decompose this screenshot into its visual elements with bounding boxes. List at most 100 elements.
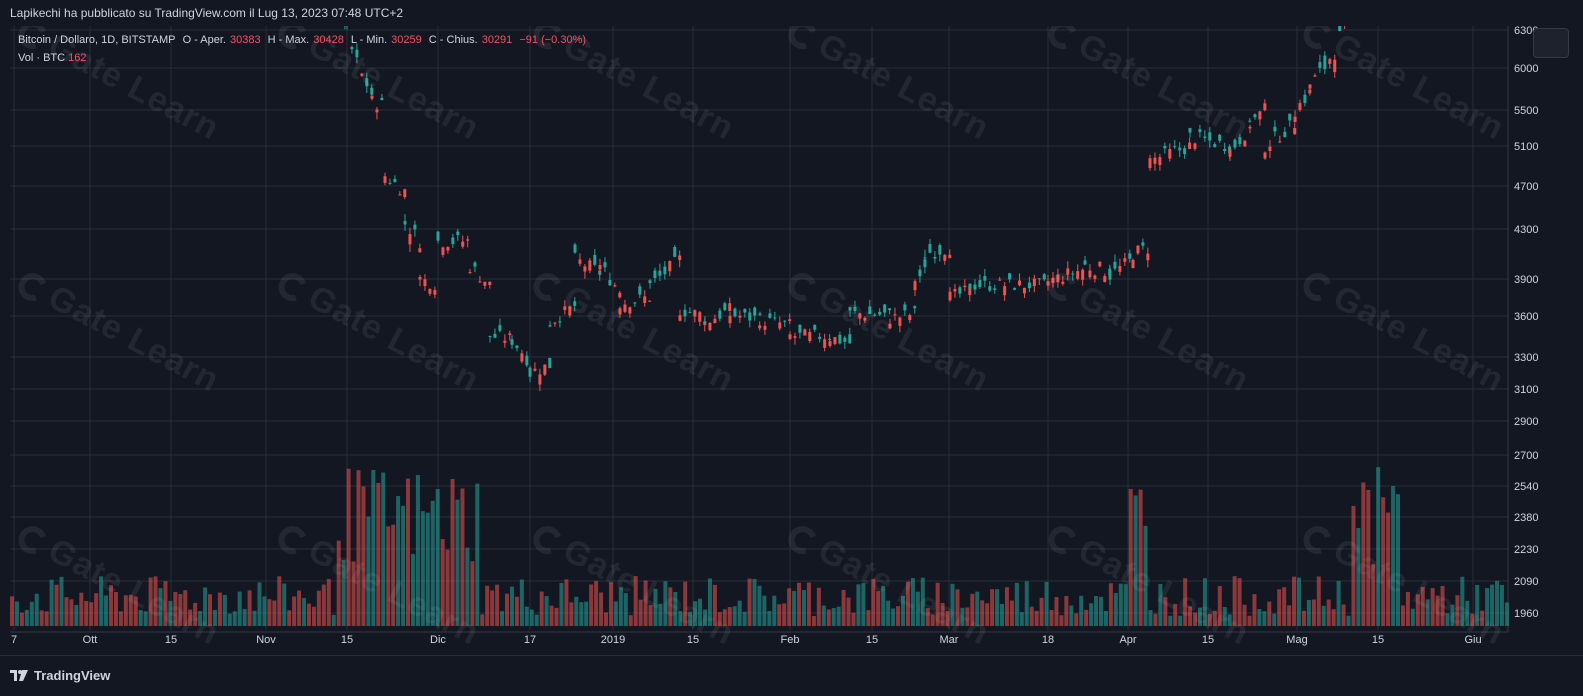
volume-bar (441, 539, 445, 626)
candle-body (758, 325, 761, 328)
volume-bar (465, 548, 469, 626)
volume-bar (520, 580, 524, 626)
candle-body (1056, 275, 1059, 283)
volume-bar (1361, 482, 1365, 626)
volume-bar (1436, 596, 1440, 626)
volume-bar (975, 592, 979, 626)
candle-body (988, 286, 991, 290)
volume-bar (1109, 583, 1113, 626)
volume-bar (20, 613, 24, 626)
candle-body (558, 321, 561, 322)
volume-bar (896, 606, 900, 626)
volume-bar (624, 593, 628, 626)
candle-body (433, 290, 436, 295)
candle-body (1043, 274, 1046, 279)
volume-bar (545, 596, 549, 626)
volume-bar (738, 601, 742, 626)
candle-body (1223, 149, 1226, 151)
volume-bar (886, 601, 890, 626)
volume-bar (114, 592, 118, 626)
volume-bar (609, 582, 613, 626)
volume-bar (60, 577, 64, 626)
candle-body (818, 337, 821, 339)
volume-bar (535, 615, 539, 626)
volume-bar (1356, 528, 1360, 626)
volume-bar (1371, 564, 1375, 626)
price-tick-label: 4300 (1514, 224, 1538, 236)
price-tick-label: 1960 (1514, 608, 1538, 620)
candle-body (428, 289, 431, 294)
volume-bar (1104, 611, 1108, 626)
volume-bar (1035, 611, 1039, 626)
price-chart[interactable]: 6300600055005100470043003900360033003100… (0, 0, 1583, 655)
volume-bar (109, 585, 113, 626)
candle-body (783, 321, 786, 322)
volume-bar (421, 511, 425, 626)
volume-bar (396, 496, 400, 626)
candle-body (723, 303, 726, 310)
price-tick-label: 5100 (1514, 141, 1538, 153)
volume-bar (1475, 585, 1479, 626)
volume-bar (1312, 600, 1316, 626)
candle-body (1076, 271, 1079, 279)
volume-bar (936, 583, 940, 626)
volume-bar (1401, 605, 1405, 626)
volume-bar (391, 525, 395, 626)
volume-bar (1490, 585, 1494, 626)
volume-bar (1193, 612, 1197, 626)
volume-bar (1149, 610, 1153, 626)
volume-bar (990, 589, 994, 626)
volume-bar (980, 600, 984, 626)
volume-bar (663, 581, 667, 626)
volume-bar (876, 591, 880, 626)
volume-bar (411, 554, 415, 626)
volume-bar (480, 614, 484, 626)
candle-body (908, 315, 911, 320)
candle-body (923, 259, 926, 267)
volume-legend[interactable]: Vol · BTC 162 (18, 52, 87, 64)
tradingview-brand[interactable]: TradingView (10, 668, 110, 683)
volume-bar (446, 550, 450, 626)
volume-bar (515, 597, 519, 626)
candle-body (1264, 153, 1267, 159)
volume-bar (1292, 577, 1296, 626)
candle-body (380, 98, 383, 100)
volume-bar (1084, 610, 1088, 626)
candle-body (478, 281, 481, 282)
volume-bar (134, 596, 138, 626)
volume-bar (1455, 595, 1459, 626)
volume-bar (1074, 613, 1078, 626)
volume-bar (124, 595, 128, 626)
candle-body (1163, 146, 1166, 148)
volume-bar (475, 484, 479, 626)
volume-bar (941, 603, 945, 626)
candle-body (1303, 95, 1306, 103)
volume-bar (366, 516, 370, 626)
candle-body (649, 280, 652, 283)
candle-body (525, 356, 528, 366)
candle-body (729, 316, 732, 323)
symbol-legend[interactable]: Bitcoin / Dollaro, 1D, BITSTAMP O - Aper… (18, 34, 590, 46)
volume-bar (485, 586, 489, 626)
candle-body (698, 312, 701, 321)
price-tick-label: 6000 (1514, 63, 1538, 75)
price-tick-label: 2380 (1514, 512, 1538, 524)
low-value: 30259 (391, 34, 422, 46)
candle-body (563, 306, 566, 310)
volume-bar (50, 580, 54, 626)
tradingview-logo-icon (10, 670, 28, 681)
candle-body (588, 260, 591, 270)
candle-body (778, 323, 781, 329)
candle-body (515, 346, 518, 348)
volume-bar (1421, 587, 1425, 626)
x-axis-label: Mar (940, 634, 959, 646)
candle-body (914, 281, 917, 290)
candle-body (1253, 114, 1256, 117)
candle-body (419, 277, 422, 280)
volume-bar (15, 601, 19, 626)
volume-bar (946, 611, 950, 626)
candle-body (768, 313, 771, 317)
candle-body (873, 315, 876, 316)
scale-settings-button[interactable] (1533, 28, 1569, 58)
candle-body (413, 225, 416, 230)
